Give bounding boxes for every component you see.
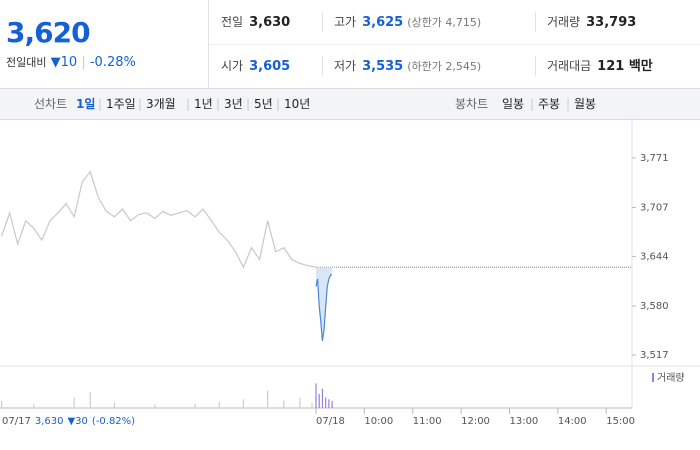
tab[interactable]: 1일: [76, 97, 96, 111]
stat-value: 33,793: [586, 15, 637, 30]
price: 3,620: [6, 16, 91, 49]
tab[interactable]: 1주일: [106, 97, 136, 111]
volume-bar: [299, 398, 301, 408]
tab-bar: 선차트 1일 | 1주일 | 3개월 | 1년 | 3년 | 5년 | 10년 봉차트 일봉 | 주봉 | 월봉: [0, 89, 700, 120]
y-tick-label: 3,707: [640, 203, 669, 214]
stat-label: 거래량: [547, 15, 581, 29]
tab-sep: |: [138, 97, 143, 111]
tab[interactable]: 월봉: [574, 97, 597, 111]
down-icon: ▼: [50, 55, 61, 70]
volume-bar: [315, 383, 317, 408]
volume-bar: [194, 403, 196, 408]
y-tick-label: 3,771: [640, 153, 669, 164]
tab-sep: |: [246, 97, 251, 111]
stat: 전일 3,630: [221, 0, 290, 44]
stat-extra: (상한가 4,715): [407, 16, 482, 29]
volume-bar: [318, 394, 320, 408]
x-tick-label: 07/18: [316, 416, 345, 427]
chart: 3,771 3,707 3,644 3,580 3,517 07/18 10:00 11:00…: [0, 118, 700, 427]
change-label: 전일대비: [6, 56, 47, 69]
stat-label: 전일: [221, 15, 244, 29]
y-tick-label: 3,580: [640, 301, 669, 312]
stat-divider: [535, 12, 536, 32]
stat-label: 시가: [221, 59, 244, 73]
volume-bar: [89, 392, 91, 408]
x-tick-label: 13:00: [509, 416, 538, 427]
stat-divider: [535, 56, 536, 76]
stat-value: 121 백만: [597, 59, 653, 74]
tab-sep: |: [530, 97, 535, 111]
line: [315, 274, 333, 341]
stat-value: 3,605: [249, 59, 291, 74]
stats-row: 시가 3,605 저가 3,535 (하한가 2,545) 거래대금 121 백만: [209, 44, 700, 88]
stat: 거래량 33,793: [547, 0, 636, 44]
info-close: 3,630: [35, 416, 64, 427]
stat: 고가 3,625 (상한가 4,715): [334, 0, 481, 44]
y-tick-label: 3,644: [640, 251, 669, 262]
tab[interactable]: 10년: [284, 97, 311, 111]
tab-sep: |: [566, 97, 571, 111]
x-tick-label: 10:00: [364, 416, 393, 427]
info-change: ▼30: [67, 416, 87, 427]
stat-label: 고가: [334, 15, 357, 29]
volume-bar: [218, 401, 220, 408]
divider: |: [81, 55, 86, 70]
change-value: 10: [60, 55, 78, 70]
volume-bar: [328, 399, 330, 408]
tab-group-label: 봉차트: [455, 97, 489, 111]
x-tick-label: 15:00: [606, 416, 635, 427]
volume-bar: [73, 397, 75, 408]
tab[interactable]: 3개월: [146, 97, 176, 111]
tab-sep: |: [98, 97, 103, 111]
info-date: 07/17: [2, 416, 31, 427]
volume-bar: [1, 401, 3, 408]
quote-header: 3,620 전일대비 ▼10 | -0.28% 전일 3,630 고가 3,625 (상…: [0, 0, 700, 89]
volume-bar: [325, 397, 327, 408]
tab[interactable]: 주봉: [538, 97, 561, 111]
stat: 거래대금 121 백만: [547, 44, 653, 88]
tab-group-label: 선차트: [34, 97, 68, 111]
stat: 저가 3,535 (하한가 2,545): [334, 44, 481, 88]
info-pct: (-0.82%): [92, 416, 135, 427]
stat-value: 3,535: [362, 59, 404, 74]
stat-value: 3,630: [249, 15, 291, 30]
volume-bar: [321, 388, 324, 408]
tab[interactable]: 1년: [194, 97, 213, 111]
volume-bar: [283, 400, 285, 408]
change: 전일대비 ▼10 | -0.28%: [6, 54, 136, 70]
legend-label: 거래량: [657, 372, 685, 384]
stat-value: 3,625: [362, 15, 404, 30]
change-pct: -0.28%: [89, 55, 136, 70]
stat-label: 저가: [334, 59, 357, 73]
volume-bar: [267, 390, 269, 408]
x-tick-label: 11:00: [413, 416, 442, 427]
x-tick-label: 12:00: [461, 416, 490, 427]
volume-bar: [33, 403, 35, 408]
stat-extra: (하한가 2,545): [407, 60, 482, 73]
stat-divider: [322, 56, 323, 76]
stats-row: 전일 3,630 고가 3,625 (상한가 4,715) 거래량 33,793: [209, 0, 700, 45]
tab-sep: |: [186, 97, 191, 111]
line: [1, 170, 317, 269]
price-box: 3,620 전일대비 ▼10 | -0.28%: [0, 0, 209, 88]
tab[interactable]: 3년: [224, 97, 243, 111]
stat: 시가 3,605: [221, 44, 290, 88]
tab[interactable]: 5년: [254, 97, 273, 111]
area: [316, 267, 333, 341]
x-tick-label: 14:00: [558, 416, 587, 427]
stat-divider: [322, 12, 323, 32]
volume-bar: [242, 399, 245, 408]
volume-bar: [311, 402, 313, 408]
stat-label: 거래대금: [547, 59, 592, 73]
tab-sep: |: [216, 97, 221, 111]
legend-swatch: [652, 373, 654, 382]
tab[interactable]: 일봉: [502, 97, 525, 111]
y-tick-label: 3,517: [640, 350, 669, 361]
hover-info: 07/17 3,630 ▼30 (-0.82%): [2, 416, 135, 427]
volume-bar: [331, 401, 333, 408]
volume-bar: [154, 404, 156, 408]
tab-sep: |: [276, 97, 281, 111]
volume-bar: [113, 402, 116, 408]
